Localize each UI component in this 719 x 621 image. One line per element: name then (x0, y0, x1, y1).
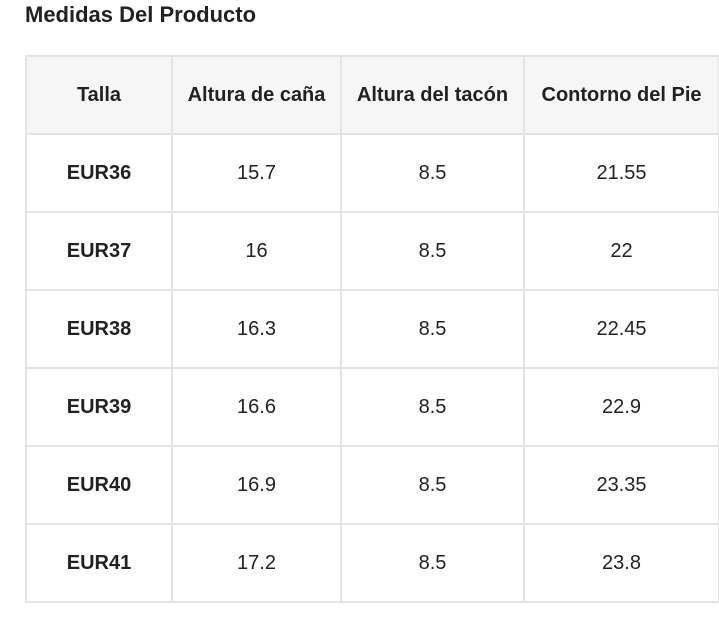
table-row: EUR38 16.3 8.5 22.45 (25, 289, 719, 369)
shaft-height-cell: 16.6 (171, 367, 342, 447)
foot-circumference-cell: 23.8 (523, 523, 719, 603)
size-measurements-table: Talla Altura de caña Altura del tacón Co… (25, 55, 719, 603)
foot-circumference-cell: 22.9 (523, 367, 719, 447)
size-cell: EUR41 (25, 523, 173, 603)
size-cell: EUR38 (25, 289, 173, 369)
table-row: EUR40 16.9 8.5 23.35 (25, 445, 719, 525)
heel-height-cell: 8.5 (340, 523, 525, 603)
foot-circumference-cell: 21.55 (523, 133, 719, 213)
column-header-size: Talla (25, 55, 173, 135)
size-cell: EUR36 (25, 133, 173, 213)
column-header-foot-circumference: Contorno del Pie (523, 55, 719, 135)
size-cell: EUR40 (25, 445, 173, 525)
table-row: EUR41 17.2 8.5 23.8 (25, 523, 719, 603)
size-cell: EUR37 (25, 211, 173, 291)
table-row: EUR39 16.6 8.5 22.9 (25, 367, 719, 447)
heel-height-cell: 8.5 (340, 289, 525, 369)
heel-height-cell: 8.5 (340, 133, 525, 213)
shaft-height-cell: 17.2 (171, 523, 342, 603)
page-title: Medidas Del Producto (25, 2, 257, 27)
shaft-height-cell: 15.7 (171, 133, 342, 213)
shaft-height-cell: 16 (171, 211, 342, 291)
foot-circumference-cell: 22.45 (523, 289, 719, 369)
heel-height-cell: 8.5 (340, 211, 525, 291)
shaft-height-cell: 16.9 (171, 445, 342, 525)
column-header-shaft-height: Altura de caña (171, 55, 342, 135)
heel-height-cell: 8.5 (340, 445, 525, 525)
shaft-height-cell: 16.3 (171, 289, 342, 369)
table-header-row: Talla Altura de caña Altura del tacón Co… (25, 55, 719, 135)
size-cell: EUR39 (25, 367, 173, 447)
column-header-heel-height: Altura del tacón (340, 55, 525, 135)
foot-circumference-cell: 23.35 (523, 445, 719, 525)
table-row: EUR37 16 8.5 22 (25, 211, 719, 291)
foot-circumference-cell: 22 (523, 211, 719, 291)
table-row: EUR36 15.7 8.5 21.55 (25, 133, 719, 213)
heel-height-cell: 8.5 (340, 367, 525, 447)
